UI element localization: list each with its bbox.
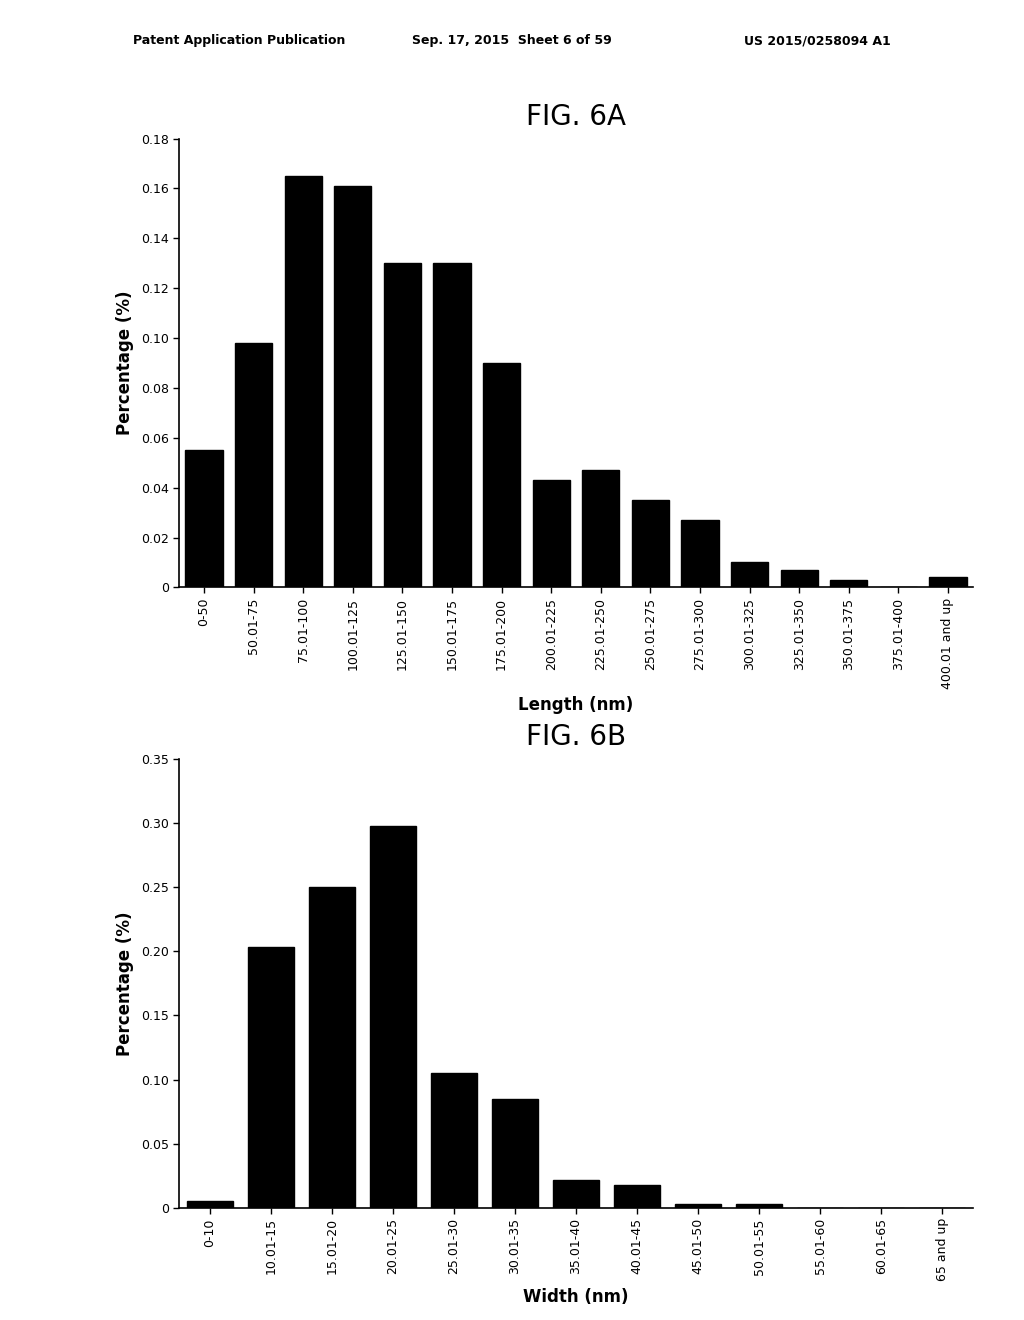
- Text: Sep. 17, 2015  Sheet 6 of 59: Sep. 17, 2015 Sheet 6 of 59: [412, 34, 612, 48]
- Bar: [384, 263, 421, 587]
- Bar: [483, 363, 520, 587]
- Bar: [185, 450, 222, 587]
- Bar: [780, 570, 818, 587]
- Y-axis label: Percentage (%): Percentage (%): [116, 290, 134, 436]
- Title: FIG. 6A: FIG. 6A: [526, 103, 626, 131]
- Bar: [930, 577, 967, 587]
- X-axis label: Length (nm): Length (nm): [518, 696, 634, 714]
- Bar: [431, 1073, 477, 1208]
- Bar: [583, 470, 620, 587]
- Bar: [234, 343, 272, 587]
- Bar: [309, 887, 354, 1208]
- Bar: [370, 826, 416, 1208]
- Bar: [632, 500, 669, 587]
- X-axis label: Width (nm): Width (nm): [523, 1288, 629, 1307]
- Bar: [681, 520, 719, 587]
- Bar: [614, 1185, 659, 1208]
- Bar: [334, 186, 372, 587]
- Bar: [675, 1204, 721, 1208]
- Bar: [285, 176, 322, 587]
- Bar: [731, 562, 768, 587]
- Bar: [433, 263, 471, 587]
- Text: Patent Application Publication: Patent Application Publication: [133, 34, 345, 48]
- Bar: [553, 1180, 599, 1208]
- Bar: [493, 1098, 538, 1208]
- Y-axis label: Percentage (%): Percentage (%): [116, 911, 134, 1056]
- Bar: [736, 1204, 782, 1208]
- Bar: [248, 948, 294, 1208]
- Title: FIG. 6B: FIG. 6B: [526, 723, 626, 751]
- Text: US 2015/0258094 A1: US 2015/0258094 A1: [744, 34, 891, 48]
- Bar: [532, 480, 569, 587]
- Bar: [830, 579, 867, 587]
- Bar: [186, 1201, 232, 1208]
